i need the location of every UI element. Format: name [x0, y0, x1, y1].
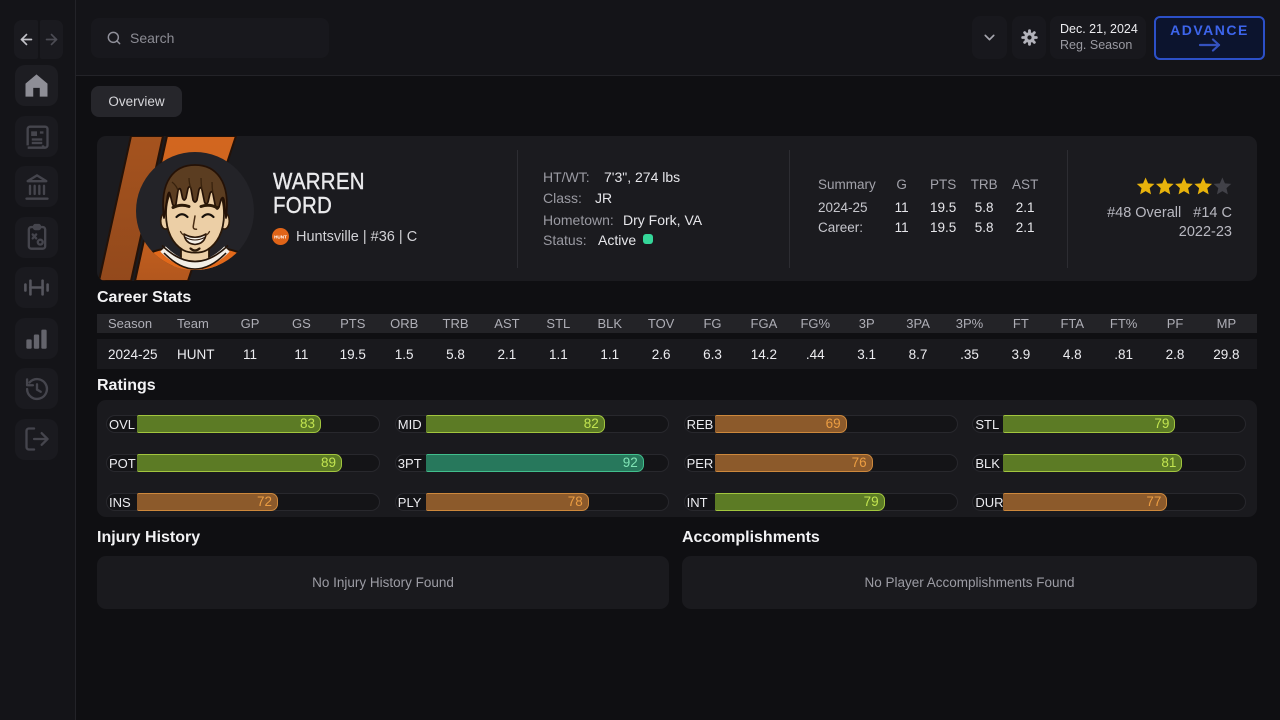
- svg-text:HUNT: HUNT: [274, 235, 287, 240]
